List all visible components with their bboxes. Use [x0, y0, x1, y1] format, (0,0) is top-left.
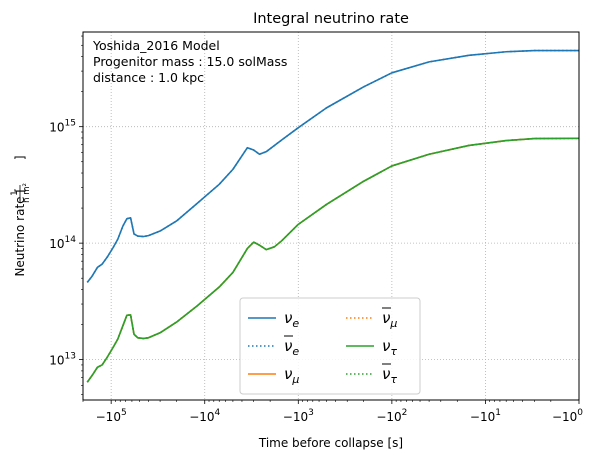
x-tick-label-exponent: 2 — [402, 408, 408, 418]
legend-label-base: ν — [382, 337, 390, 355]
y-label-numerator: 1 — [10, 190, 20, 195]
x-tick-label: −104 — [189, 408, 220, 424]
x-tick-label: −100 — [552, 408, 583, 424]
legend-label-sub: e — [292, 317, 299, 330]
y-tick-label-exponent: 13 — [65, 352, 76, 362]
x-tick-label: −103 — [283, 408, 314, 424]
x-tick-label-base: −10 — [552, 410, 577, 424]
y-tick-label: 1013 — [49, 352, 76, 368]
y-label-denominator: h m² — [22, 183, 32, 203]
x-tick-label-exponent: 3 — [308, 408, 314, 418]
x-tick-label: −105 — [96, 408, 127, 424]
svg-text:Neutrino rate [ ]: Neutrino rate [ ] — [13, 155, 27, 276]
y-axis-label: Neutrino rate [ ] 1 h m² — [10, 155, 32, 276]
series-lines — [86, 49, 580, 383]
x-axis-ticks: −105 −104 −103 −102 −101 −100 — [82, 400, 583, 424]
y-tick-label: 1014 — [49, 235, 76, 251]
x-tick-label-exponent: 0 — [577, 408, 583, 418]
legend-label-sub: τ — [390, 345, 397, 358]
x-tick-label: −102 — [376, 408, 407, 424]
legend-label-sub: τ — [390, 373, 397, 386]
chart-title: Integral neutrino rate — [253, 11, 409, 27]
series-line-5 — [86, 137, 580, 383]
series-line-1 — [86, 49, 579, 283]
y-tick-label: 1015 — [49, 119, 76, 135]
legend-label: ντ — [382, 337, 397, 358]
y-tick-label-base: 10 — [49, 121, 64, 135]
x-tick-label-exponent: 5 — [121, 408, 127, 418]
legend-label-sub: μ — [291, 373, 299, 386]
y-axis-label-close: ] — [13, 155, 27, 160]
legend-box — [239, 297, 421, 395]
legend-label-base: ν — [284, 309, 292, 327]
x-tick-label-exponent: 1 — [495, 408, 501, 418]
legend-label-sub: e — [292, 345, 299, 358]
plot-frame — [82, 31, 580, 401]
legend-label-base: ν — [382, 365, 390, 383]
x-tick-label-base: −10 — [283, 410, 308, 424]
legend-label-base: ν — [284, 337, 292, 355]
x-tick-label: −101 — [470, 408, 501, 424]
x-axis-label: Time before collapse [s] — [258, 436, 403, 450]
annotation-distance: distance : 1.0 kpc — [93, 70, 204, 85]
legend-label: ντ — [382, 365, 397, 386]
y-tick-label-base: 10 — [49, 237, 64, 251]
x-tick-label-base: −10 — [470, 410, 495, 424]
y-tick-label-base: 10 — [49, 354, 64, 368]
model-annotation: Yoshida_2016 Model Progenitor mass : 15.… — [92, 38, 287, 85]
y-axis-label-text: Neutrino rate [ — [13, 188, 27, 277]
x-tick-label-base: −10 — [96, 410, 121, 424]
legend-label: νμ — [284, 365, 299, 386]
legend-label-base: ν — [284, 365, 292, 383]
legend-label: νμ — [382, 309, 397, 330]
x-tick-label-exponent: 4 — [215, 408, 221, 418]
legend-label: νe — [284, 309, 299, 330]
y-tick-label-exponent: 14 — [65, 235, 77, 245]
x-tick-label-base: −10 — [189, 410, 214, 424]
annotation-model: Yoshida_2016 Model — [92, 38, 220, 53]
annotation-mass: Progenitor mass : 15.0 solMass — [93, 54, 287, 69]
y-tick-label-exponent: 15 — [65, 119, 76, 129]
x-tick-label-base: −10 — [376, 410, 401, 424]
legend-label-base: ν — [382, 309, 390, 327]
legend-label-sub: μ — [389, 317, 397, 330]
legend-label: νe — [284, 337, 299, 358]
